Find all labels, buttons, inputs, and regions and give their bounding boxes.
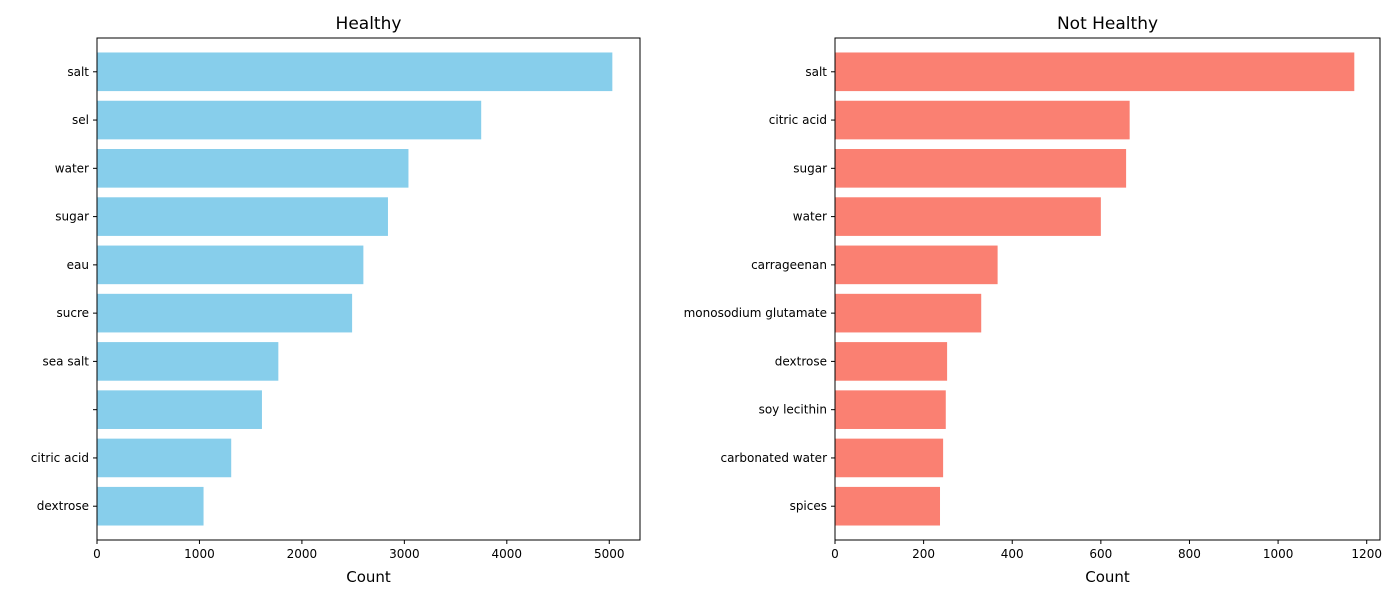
healthy-bar: [97, 149, 409, 188]
not-healthy-bar: [835, 149, 1127, 188]
healthy-xtick-label: 1000: [184, 547, 215, 561]
not-healthy-xtick-label: 1000: [1263, 547, 1294, 561]
not-healthy-xtick-label: 200: [912, 547, 935, 561]
not-healthy-category-label: citric acid: [769, 113, 827, 127]
not-healthy-bar: [835, 293, 982, 333]
healthy-bar: [97, 342, 279, 381]
not-healthy-xtick-label: 800: [1178, 547, 1201, 561]
not-healthy-xtick-label: 0: [831, 547, 839, 561]
not-healthy-category-label: water: [793, 210, 827, 224]
not-healthy-bar: [835, 342, 948, 381]
healthy-bar: [97, 486, 204, 526]
not-healthy-category-label: carrageenan: [751, 258, 827, 272]
not-healthy-axes-frame: [834, 37, 1381, 541]
healthy-category-label: sugar: [55, 210, 89, 224]
healthy-xtick-label: 4000: [492, 547, 523, 561]
healthy-category-label: sea salt: [43, 354, 90, 368]
not-healthy-category-label: sugar: [793, 161, 827, 175]
not-healthy-category-label: spices: [790, 499, 827, 513]
not-healthy-x-axis-label: Count: [1085, 568, 1130, 586]
not-healthy-bar: [835, 197, 1101, 236]
not-healthy-category-label: soy lecithin: [759, 403, 827, 417]
not-healthy-chart-panel: Not Healthy salt citric acid sugar water…: [684, 14, 1382, 586]
not-healthy-bar: [835, 438, 944, 478]
not-healthy-bar: [835, 245, 998, 285]
healthy-category-label: water: [55, 161, 89, 175]
healthy-bar: [97, 52, 613, 92]
not-healthy-chart-title: Not Healthy: [1057, 14, 1158, 34]
healthy-xtick-label: 3000: [389, 547, 420, 561]
healthy-chart-panel: Healthy salt sel water sugar eau sucre s…: [31, 14, 641, 586]
not-healthy-category-label: carbonated water: [720, 451, 827, 465]
healthy-category-label: sucre: [56, 306, 89, 320]
healthy-bar: [97, 438, 232, 478]
healthy-category-label: citric acid: [31, 451, 89, 465]
healthy-x-axis-label: Count: [346, 568, 391, 586]
not-healthy-category-label: monosodium glutamate: [684, 306, 827, 320]
healthy-chart-title: Healthy: [336, 14, 402, 34]
healthy-bar: [97, 390, 262, 429]
healthy-category-label: sel: [72, 113, 89, 127]
healthy-bar: [97, 293, 353, 333]
healthy-category-label: eau: [67, 258, 89, 272]
not-healthy-bar: [835, 486, 941, 526]
healthy-axes-frame: [96, 37, 641, 541]
not-healthy-xtick-label: 400: [1001, 547, 1024, 561]
healthy-bar: [97, 197, 388, 236]
healthy-xtick-label: 5000: [594, 547, 625, 561]
healthy-bar: [97, 245, 364, 285]
not-healthy-xtick-label: 1200: [1351, 547, 1382, 561]
healthy-xtick-label: 0: [93, 547, 101, 561]
healthy-bar: [97, 100, 482, 140]
not-healthy-bar: [835, 52, 1355, 92]
healthy-category-label: dextrose: [37, 499, 89, 513]
not-healthy-bar: [835, 100, 1130, 140]
healthy-xtick-label: 2000: [287, 547, 318, 561]
not-healthy-category-label: dextrose: [775, 354, 827, 368]
not-healthy-category-label: salt: [805, 65, 827, 79]
healthy-category-label: salt: [67, 65, 89, 79]
not-healthy-xtick-label: 600: [1089, 547, 1112, 561]
not-healthy-bar: [835, 390, 946, 429]
